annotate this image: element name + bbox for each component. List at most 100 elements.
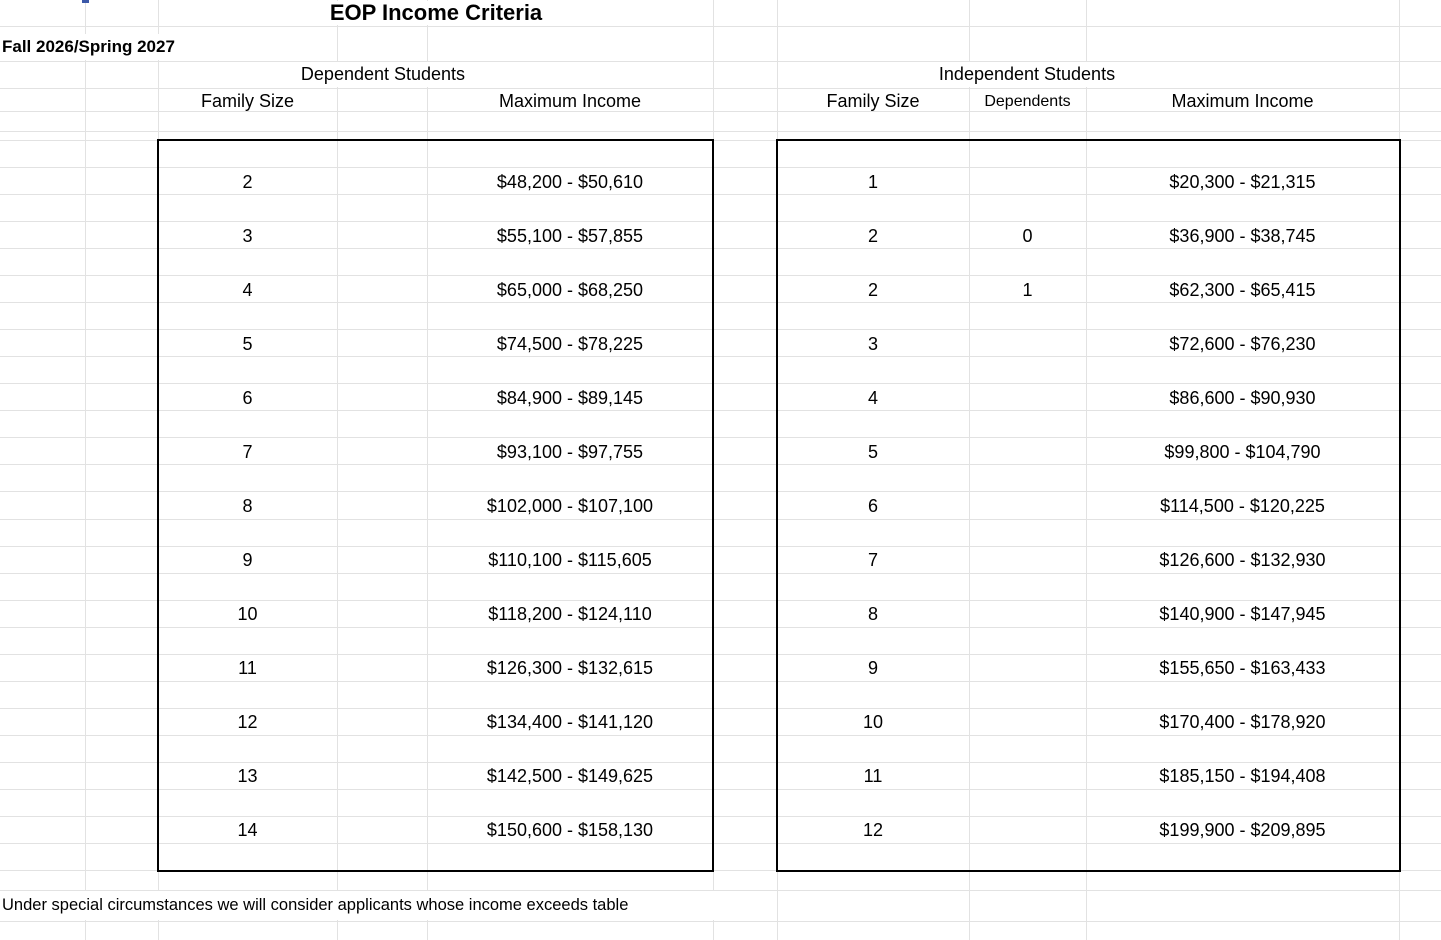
ind-dependents-header[interactable]: Dependents	[984, 93, 1071, 110]
dep-maximum-income-cell[interactable]: $65,000 - $68,250	[496, 279, 644, 300]
ind-family-size-cell[interactable]: 11	[863, 766, 883, 787]
ind-dependents-cell[interactable]: 0	[1022, 225, 1033, 246]
independent-table-row: 2 0 $36,900 - $38,745	[0, 223, 1441, 250]
ind-family-size-cell[interactable]: 12	[862, 820, 884, 841]
footer-note-cell[interactable]: Under special circumstances we will cons…	[0, 891, 762, 920]
dep-family-size-cell[interactable]: 11	[238, 658, 257, 679]
dep-family-size-cell[interactable]: 2	[242, 171, 253, 192]
grid-hline	[0, 194, 1441, 195]
ind-maximum-income-cell[interactable]: $62,300 - $65,415	[1169, 279, 1316, 300]
ind-maximum-income-cell[interactable]: $126,600 - $132,930	[1159, 550, 1326, 571]
dep-maximum-income-cell[interactable]: $102,000 - $107,100	[486, 495, 654, 516]
ind-family-size-cell[interactable]: 6	[867, 495, 878, 516]
ind-dependents-cell[interactable]	[969, 385, 1086, 412]
grid-hline	[0, 573, 1441, 574]
ind-maximum-income-cell[interactable]: $185,150 - $194,408	[1159, 766, 1326, 787]
grid-hline	[0, 491, 1441, 492]
ind-family-size-cell[interactable]: 5	[867, 441, 878, 462]
ind-family-size-cell[interactable]: 3	[867, 333, 878, 354]
ind-maximum-income-cell[interactable]: $36,900 - $38,745	[1169, 225, 1316, 246]
ind-family-size-cell[interactable]: 9	[867, 658, 878, 679]
dep-family-size-header[interactable]: Family Size	[200, 91, 294, 111]
dep-family-size-cell[interactable]: 8	[242, 495, 253, 516]
ind-family-size-cell[interactable]: 2	[867, 225, 878, 246]
dep-maximum-income-cell[interactable]: $142,500 - $149,625	[486, 766, 654, 787]
ind-maximum-income-cell[interactable]: $86,600 - $90,930	[1169, 387, 1316, 408]
ind-family-size-cell[interactable]: 7	[867, 550, 878, 571]
dep-maximum-income-cell[interactable]: $126,300 - $132,615	[486, 658, 654, 679]
dep-family-size-cell[interactable]: 4	[242, 279, 253, 300]
dep-maximum-income-cell[interactable]: $48,200 - $50,610	[496, 171, 644, 192]
ind-dependents-cell[interactable]	[969, 493, 1086, 520]
ind-dependents-cell[interactable]	[969, 169, 1086, 196]
ind-family-size-cell[interactable]: 1	[867, 171, 878, 192]
grid-hline	[0, 61, 1441, 62]
ind-dependents-cell[interactable]	[969, 331, 1086, 358]
ind-maximum-income-cell[interactable]: $20,300 - $21,315	[1169, 171, 1316, 192]
dep-maximum-income-header[interactable]: Maximum Income	[498, 91, 642, 111]
ind-dependents-cell[interactable]: 1	[1022, 279, 1033, 300]
grid-hline	[0, 789, 1441, 790]
ind-dependents-cell[interactable]	[969, 763, 1086, 790]
dep-family-size-cell[interactable]: 12	[237, 712, 258, 733]
ind-maximum-income-cell[interactable]: $72,600 - $76,230	[1169, 333, 1316, 354]
ind-family-size-cell[interactable]: 8	[867, 604, 878, 625]
grid-hline	[0, 167, 1441, 168]
grid-hline	[0, 519, 1441, 520]
dep-maximum-income-cell[interactable]: $134,400 - $141,120	[486, 712, 654, 733]
dep-family-size-cell[interactable]: 6	[242, 387, 253, 408]
term-cell[interactable]: Fall 2026/Spring 2027	[0, 34, 214, 60]
independent-table-border	[776, 139, 1401, 872]
dep-maximum-income-cell[interactable]: $84,900 - $89,145	[496, 387, 644, 408]
ind-family-size-header[interactable]: Family Size	[826, 91, 920, 111]
ind-dependents-cell[interactable]	[969, 439, 1086, 466]
grid-hline	[0, 627, 1441, 628]
dep-maximum-income-cell[interactable]: $118,200 - $124,110	[488, 604, 652, 625]
dependent-table-row: 10 $118,200 - $124,110	[0, 601, 1441, 628]
ind-maximum-income-cell[interactable]: $199,900 - $209,895	[1159, 820, 1326, 841]
ind-maximum-income-cell[interactable]: $140,900 - $147,945	[1159, 604, 1326, 625]
ind-dependents-cell[interactable]	[969, 709, 1086, 736]
dep-maximum-income-cell[interactable]: $110,100 - $115,605	[488, 550, 652, 571]
dep-maximum-income-cell[interactable]: $93,100 - $97,755	[496, 441, 644, 462]
grid-hline	[0, 140, 1441, 141]
dep-maximum-income-cell[interactable]: $150,600 - $158,130	[486, 820, 654, 841]
grid-vline	[1086, 0, 1087, 940]
grid-hline	[0, 437, 1441, 438]
dep-family-size-cell[interactable]: 14	[237, 820, 258, 841]
grid-hline	[0, 221, 1441, 222]
grid-hline	[0, 26, 1441, 27]
grid-hline	[0, 546, 1441, 547]
ind-family-size-cell[interactable]: 2	[867, 279, 878, 300]
grid-hline	[0, 762, 1441, 763]
dep-family-size-cell[interactable]: 5	[242, 333, 253, 354]
grid-hline	[0, 302, 1441, 303]
ind-maximum-income-cell[interactable]: $170,400 - $178,920	[1159, 712, 1326, 733]
ind-maximum-income-header[interactable]: Maximum Income	[1171, 91, 1314, 111]
ind-dependents-cell[interactable]	[969, 547, 1086, 574]
sheet-title-cell[interactable]: EOP Income Criteria	[236, 1, 636, 25]
dependent-table-row: 2 $48,200 - $50,610	[0, 169, 1441, 196]
dep-maximum-income-cell[interactable]: $74,500 - $78,225	[496, 333, 644, 354]
dependent-table-row: 8 $102,000 - $107,100	[0, 493, 1441, 520]
ind-family-size-cell[interactable]: 4	[867, 387, 878, 408]
ind-dependents-cell[interactable]	[969, 601, 1086, 628]
independent-table-row: 6 $114,500 - $120,225	[0, 493, 1441, 520]
dep-family-size-cell[interactable]: 7	[242, 441, 253, 462]
dependent-section-header[interactable]: Dependent Students	[233, 62, 533, 87]
dep-family-size-cell[interactable]: 3	[242, 225, 253, 246]
ind-maximum-income-cell[interactable]: $155,650 - $163,433	[1159, 658, 1326, 679]
ind-dependents-cell[interactable]	[969, 655, 1086, 682]
dep-family-size-cell[interactable]: 9	[242, 550, 253, 571]
ind-family-size-cell[interactable]: 10	[862, 712, 884, 733]
dependent-table-row: 12 $134,400 - $141,120	[0, 709, 1441, 736]
independent-section-header[interactable]: Independent Students	[877, 62, 1177, 87]
ind-maximum-income-cell[interactable]: $99,800 - $104,790	[1164, 441, 1321, 462]
ind-maximum-income-cell[interactable]: $114,500 - $120,225	[1160, 495, 1325, 516]
dependent-table-row: 9 $110,100 - $115,605	[0, 547, 1441, 574]
ind-dependents-cell[interactable]	[969, 817, 1086, 844]
dep-family-size-cell[interactable]: 13	[237, 766, 258, 787]
dep-family-size-cell[interactable]: 10	[237, 604, 258, 625]
dep-maximum-income-cell[interactable]: $55,100 - $57,855	[496, 225, 644, 246]
